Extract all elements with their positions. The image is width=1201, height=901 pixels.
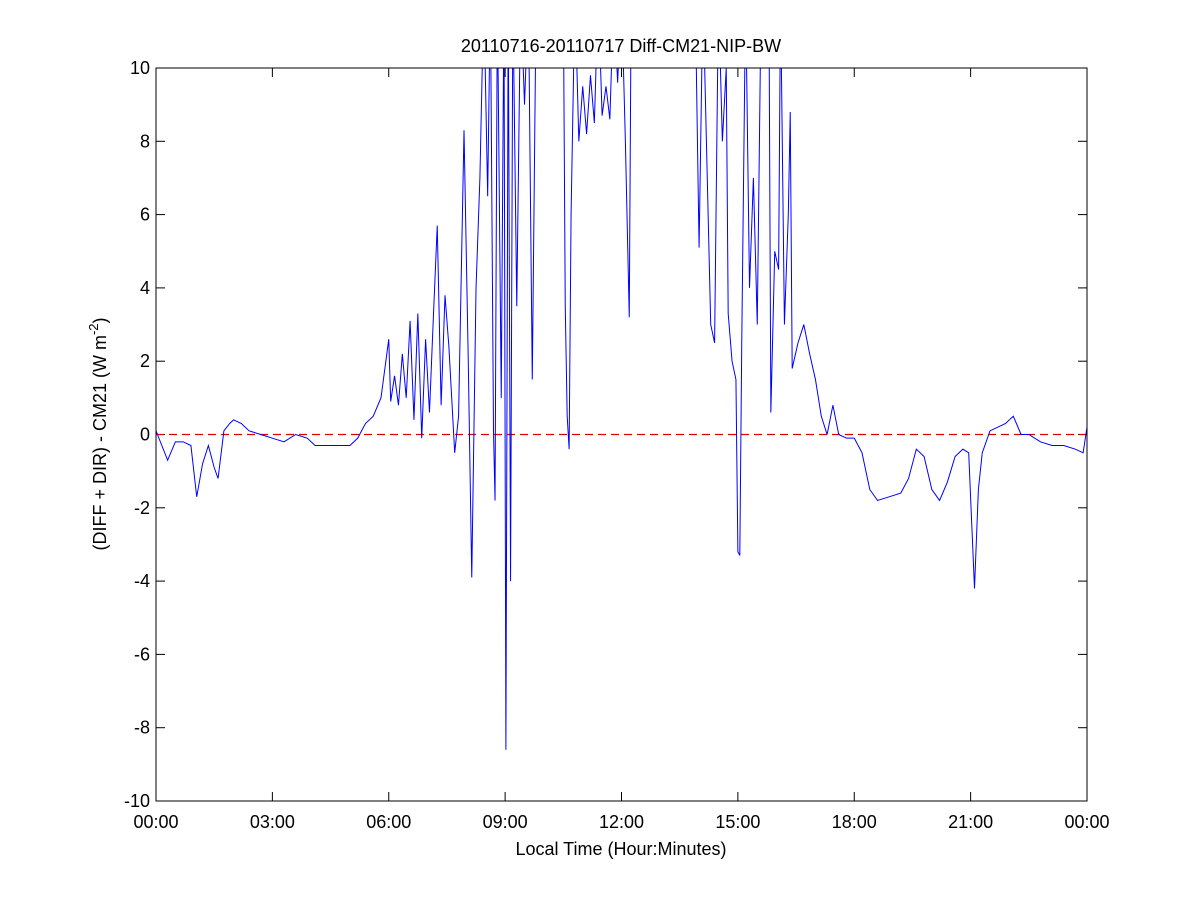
x-tick-label: 06:00 xyxy=(366,812,411,832)
y-tick-label: 10 xyxy=(130,58,150,78)
y-tick-label: 4 xyxy=(140,278,150,298)
y-tick-label: -4 xyxy=(134,571,150,591)
y-axis-label-text: (DIFF + DIR) - CM21 (W m xyxy=(90,335,110,550)
x-tick-label: 12:00 xyxy=(599,812,644,832)
x-tick-label: 15:00 xyxy=(715,812,760,832)
x-axis-label: Local Time (Hour:Minutes) xyxy=(515,839,726,859)
y-tick-label: -6 xyxy=(134,644,150,664)
y-tick-label: 0 xyxy=(140,425,150,445)
y-axis-label-tail: ) xyxy=(90,317,110,323)
x-tick-label: 18:00 xyxy=(832,812,877,832)
y-tick-label: -8 xyxy=(134,718,150,738)
plot-frame xyxy=(155,67,1088,802)
y-tick-label: 8 xyxy=(140,131,150,151)
chart-title: 20110716-20110717 Diff-CM21-NIP-BW xyxy=(461,36,781,56)
x-tick-label: 09:00 xyxy=(483,812,528,832)
x-tick-label: 00:00 xyxy=(133,812,178,832)
x-tick-label: 21:00 xyxy=(948,812,993,832)
y-tick-label: -2 xyxy=(134,498,150,518)
y-tick-label: 2 xyxy=(140,351,150,371)
y-tick-label: 6 xyxy=(140,205,150,225)
data-line xyxy=(156,68,1087,750)
x-tick-label: 00:00 xyxy=(1064,812,1109,832)
y-tick-label: -10 xyxy=(124,791,150,811)
y-axis-label-sup: -2 xyxy=(86,323,101,335)
x-tick-label: 03:00 xyxy=(250,812,295,832)
y-axis-label: (DIFF + DIR) - CM21 (W m-2) xyxy=(86,317,110,550)
